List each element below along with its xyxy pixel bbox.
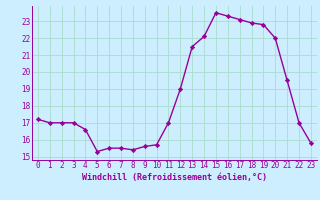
X-axis label: Windchill (Refroidissement éolien,°C): Windchill (Refroidissement éolien,°C) <box>82 173 267 182</box>
